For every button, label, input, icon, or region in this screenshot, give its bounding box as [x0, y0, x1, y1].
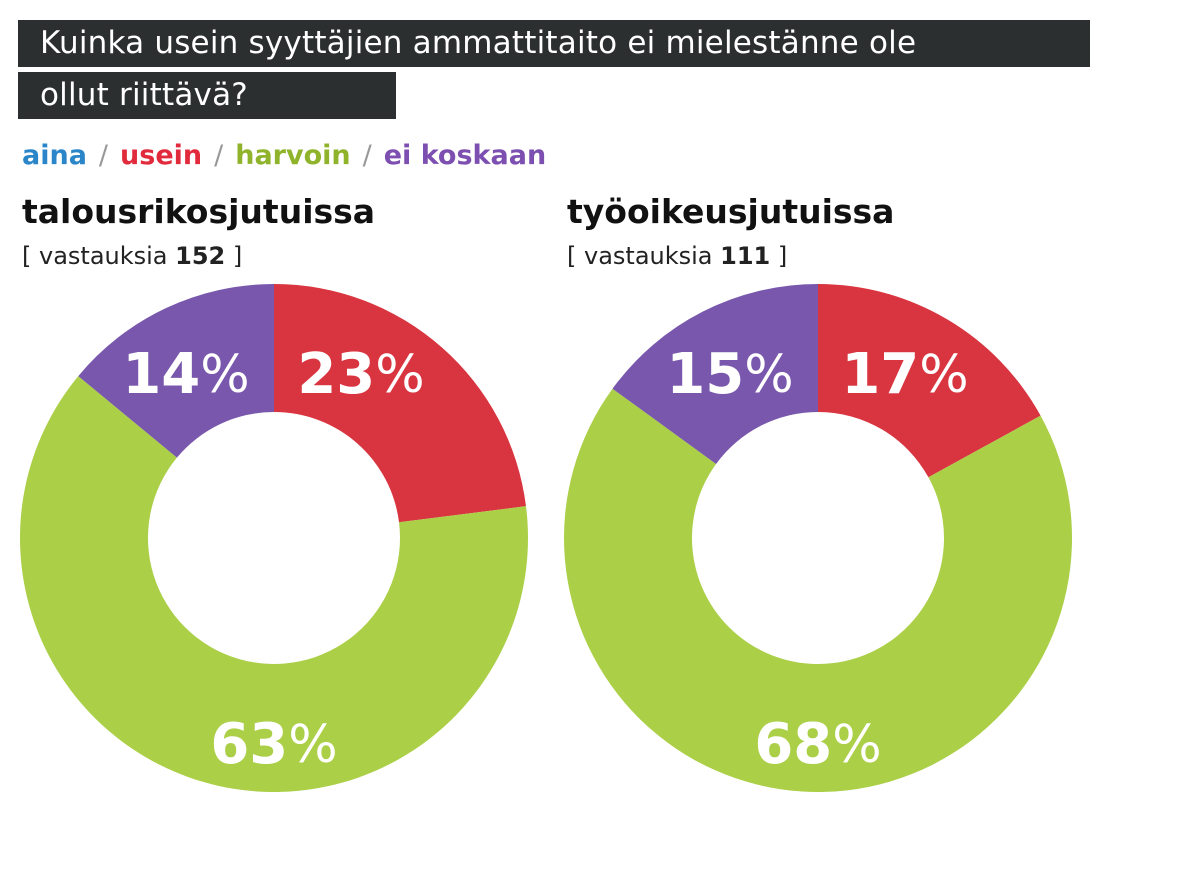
donut-1-label-ei-koskaan: 14%	[122, 342, 249, 407]
donut-2-label-harvoin: 68%	[754, 712, 881, 777]
legend-item-usein: usein	[120, 140, 203, 171]
donut-1-slice-harvoin	[20, 376, 529, 792]
chart-title-line-2: ollut riittävä?	[18, 72, 396, 119]
donut-1-slice-usein	[274, 284, 526, 523]
chart-1-count-prefix: [ vastauksia	[22, 242, 168, 270]
donut-chart-1: 23% 63% 14%	[20, 284, 529, 792]
chart-title-line-1: Kuinka usein syyttäjien ammattitaito ei …	[18, 20, 1090, 67]
chart-1-title: talousrikosjutuissa	[22, 192, 376, 231]
chart-2-count-prefix: [ vastauksia	[567, 242, 713, 270]
donut-chart-2: 17% 68% 15%	[564, 284, 1072, 792]
legend-item-harvoin: harvoin	[235, 140, 351, 171]
donut-1-label-usein: 23%	[297, 342, 424, 407]
legend-item-aina: aina	[22, 140, 87, 171]
chart-1-response-count: [ vastauksia 152 ]	[22, 242, 242, 270]
legend-separator: /	[214, 140, 224, 171]
chart-1-count-value: 152	[175, 242, 226, 270]
chart-2-title: työoikeusjutuissa	[567, 192, 895, 231]
donut-2-label-usein: 17%	[841, 342, 968, 407]
donut-2-slice-harvoin	[564, 388, 1072, 792]
legend: aina / usein / harvoin / ei koskaan	[22, 140, 546, 171]
donut-1-slice-ei-koskaan	[78, 284, 274, 458]
legend-separator: /	[362, 140, 372, 171]
chart-2-count-value: 111	[720, 242, 771, 270]
chart-2-count-suffix: ]	[777, 242, 788, 270]
chart-1-count-suffix: ]	[232, 242, 243, 270]
donut-2-slice-usein	[818, 284, 1041, 478]
legend-separator: /	[98, 140, 109, 171]
legend-item-ei-koskaan: ei koskaan	[383, 140, 547, 171]
donut-1-label-harvoin: 63%	[210, 712, 337, 777]
donut-2-slice-ei-koskaan	[612, 284, 818, 464]
chart-2-response-count: [ vastauksia 111 ]	[567, 242, 787, 270]
donut-2-label-ei-koskaan: 15%	[666, 342, 793, 407]
